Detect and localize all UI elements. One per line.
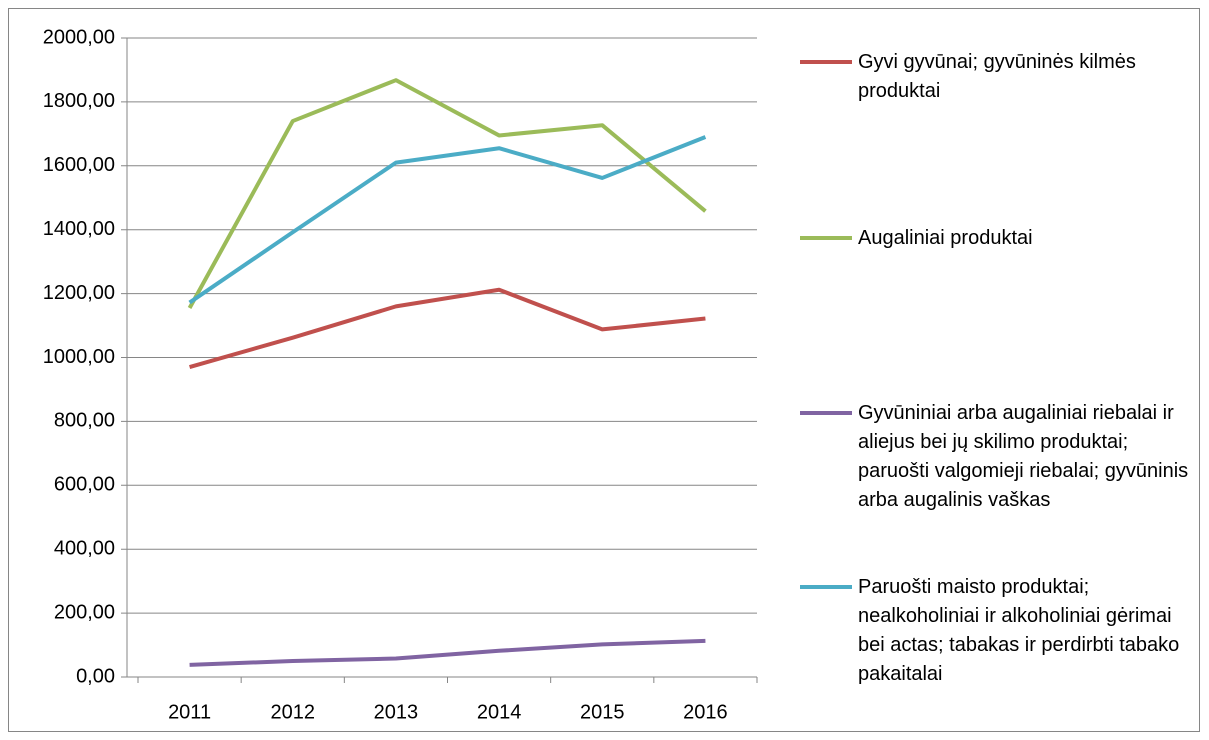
- y-tick-label: 400,00: [54, 537, 115, 559]
- y-tick-label: 2000,00: [43, 26, 115, 48]
- y-tick-label: 1000,00: [43, 346, 115, 368]
- x-tick-label: 2015: [580, 701, 625, 723]
- x-tick-label: 2013: [374, 701, 419, 723]
- legend-label: Gyvi gyvūnai; gyvūninės kilmės produktai: [858, 51, 1136, 102]
- y-tick-label: 1600,00: [43, 154, 115, 176]
- x-tick-label: 2016: [683, 701, 728, 723]
- series-line: [187, 78, 707, 309]
- series-line: [189, 638, 706, 667]
- x-tick-label: 2014: [477, 701, 522, 723]
- y-tick-label: 200,00: [54, 601, 115, 623]
- y-tick-label: 1400,00: [43, 218, 115, 240]
- y-tick-label: 1800,00: [43, 90, 115, 112]
- x-tick-label: 2012: [271, 701, 316, 723]
- series-line: [189, 287, 706, 370]
- legend-label: Paruošti maisto produktai; nealkoholinia…: [858, 576, 1180, 685]
- y-tick-label: 1200,00: [43, 282, 115, 304]
- y-tick-label: 0,00: [76, 665, 115, 687]
- y-tick-label: 800,00: [54, 410, 115, 432]
- y-tick-label: 600,00: [54, 474, 115, 496]
- series-line: [188, 135, 707, 305]
- legend-label: Gyvūniniai arba augaliniai riebalai ir a…: [858, 402, 1189, 511]
- x-tick-label: 2011: [168, 701, 211, 723]
- legend-label: Augaliniai produktai: [858, 227, 1033, 249]
